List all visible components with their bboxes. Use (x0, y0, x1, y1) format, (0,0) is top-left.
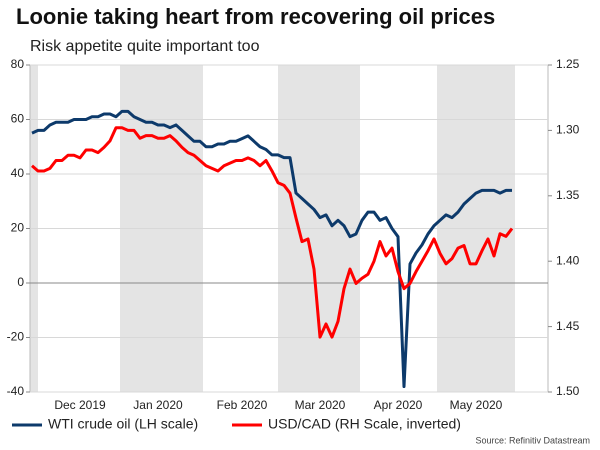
legend-label: WTI crude oil (LH scale) (48, 416, 198, 432)
chart-subtitle: Risk appetite quite important too (30, 38, 260, 55)
source: Source: Refinitiv Datastream (475, 435, 590, 445)
chart-title: Loonie taking heart from recovering oil … (16, 4, 495, 29)
y-tick-label: 80 (11, 57, 25, 71)
y-tick-label: 40 (11, 166, 25, 180)
y-tick-label: 20 (11, 221, 25, 235)
y-tick-label: -20 (7, 330, 25, 344)
y2-tick-label: 1.50 (556, 384, 580, 398)
x-tick-label: Feb 2020 (217, 398, 268, 412)
x-tick-label: Jan 2020 (133, 398, 183, 412)
x-tick-label: Mar 2020 (295, 398, 346, 412)
y2-tick-label: 1.35 (556, 188, 580, 202)
y-tick-label: -40 (7, 384, 25, 398)
x-tick-label: Apr 2020 (374, 398, 423, 412)
x-tick-label: Dec 2019 (54, 398, 106, 412)
y2-tick-label: 1.45 (556, 319, 580, 333)
y-tick-label: 0 (17, 275, 24, 289)
x-tick-label: May 2020 (450, 398, 503, 412)
y2-tick-label: 1.30 (556, 123, 580, 137)
series-line (31, 126, 514, 339)
y2-tick-label: 1.40 (556, 253, 580, 267)
y-tick-label: 60 (11, 112, 25, 126)
legend-label: USD/CAD (RH Scale, inverted) (268, 416, 461, 432)
y2-tick-label: 1.25 (556, 57, 580, 71)
series-line (31, 109, 512, 389)
